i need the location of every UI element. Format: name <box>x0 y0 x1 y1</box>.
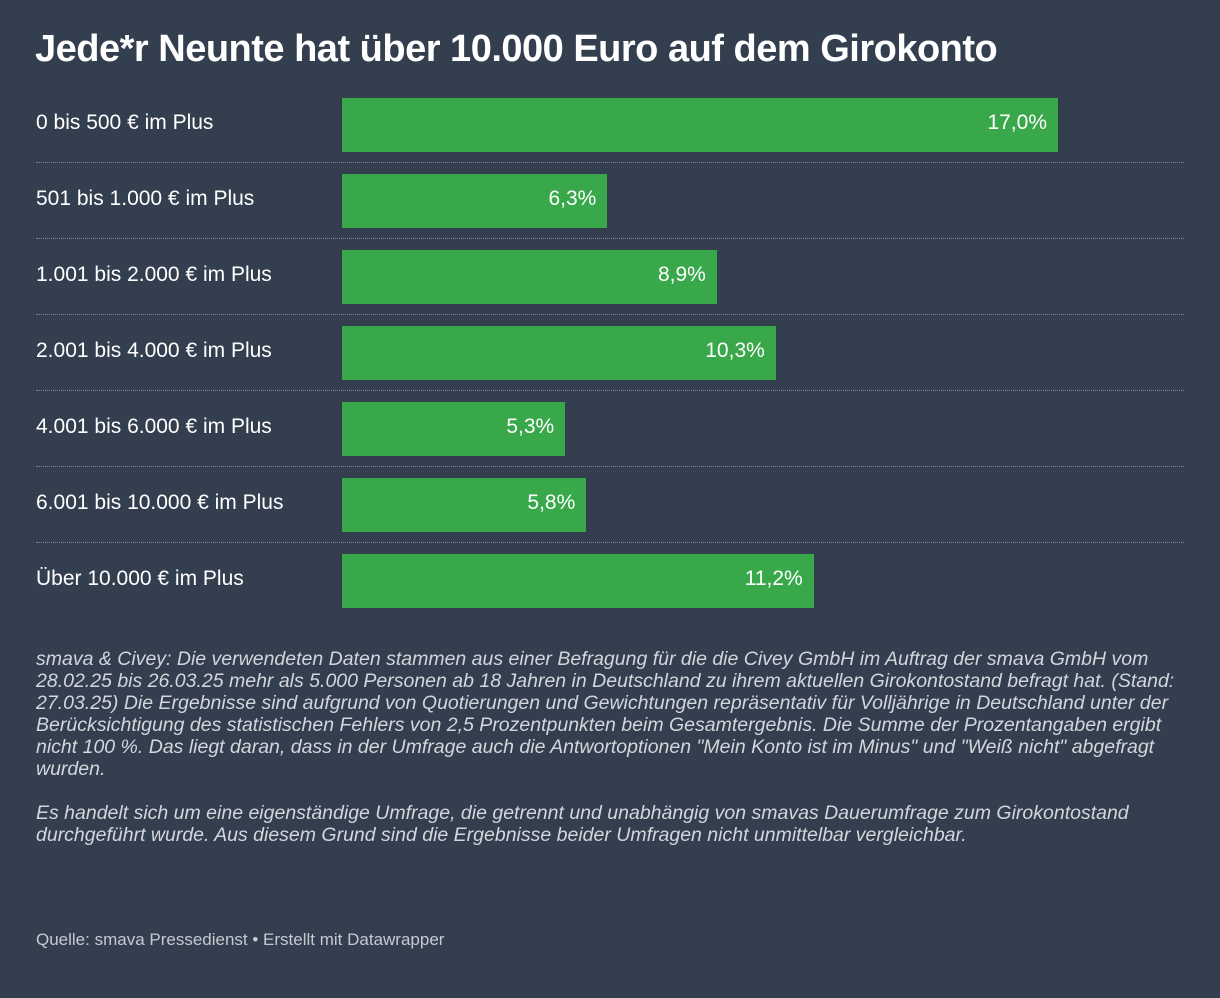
bar-row: 2.001 bis 4.000 € im Plus 10,3% <box>36 326 1184 380</box>
bar: 5,8% <box>342 478 587 532</box>
bar: 11,2% <box>342 554 814 608</box>
chart-notes: smava & Civey: Die verwendeten Daten sta… <box>36 648 1186 868</box>
bar: 5,3% <box>342 402 566 456</box>
bar-value-label: 5,3% <box>506 415 555 438</box>
row-divider <box>36 314 1184 315</box>
category-label: 6.001 bis 10.000 € im Plus <box>36 491 284 514</box>
bar-row: 501 bis 1.000 € im Plus 6,3% <box>36 174 1184 228</box>
bar-row: 6.001 bis 10.000 € im Plus 5,8% <box>36 478 1184 532</box>
bar-row: 0 bis 500 € im Plus 17,0% <box>36 98 1184 152</box>
category-label: 0 bis 500 € im Plus <box>36 111 214 134</box>
bar-chart: 0 bis 500 € im Plus 17,0% 501 bis 1.000 € … <box>36 98 1184 610</box>
note-comparability: Es handelt sich um eine eigenständige Um… <box>36 802 1129 846</box>
bar-value-label: 10,3% <box>705 339 765 362</box>
row-divider <box>36 390 1184 391</box>
bar: 6,3% <box>342 174 608 228</box>
row-divider <box>36 466 1184 467</box>
bar: 17,0% <box>342 98 1058 152</box>
note-methodology: smava & Civey: Die verwendeten Daten sta… <box>36 648 1175 780</box>
bar-value-label: 6,3% <box>548 187 597 210</box>
category-label: 4.001 bis 6.000 € im Plus <box>36 415 272 438</box>
bar-row: 1.001 bis 2.000 € im Plus 8,9% <box>36 250 1184 304</box>
bar-row: Über 10.000 € im Plus 11,2% <box>36 554 1184 608</box>
bar-value-label: 8,9% <box>657 263 706 286</box>
category-label: 2.001 bis 4.000 € im Plus <box>36 339 272 362</box>
bar-value-label: 17,0% <box>987 111 1047 134</box>
bar: 8,9% <box>342 250 717 304</box>
source-line: Quelle: smava Pressedienst • Erstellt mi… <box>36 930 445 949</box>
bar: 10,3% <box>342 326 776 380</box>
category-label: Über 10.000 € im Plus <box>36 567 244 590</box>
category-label: 501 bis 1.000 € im Plus <box>36 187 255 210</box>
bar-value-label: 11,2% <box>744 567 803 590</box>
bar-value-label: 5,8% <box>527 491 576 514</box>
chart-title: Jede*r Neunte hat über 10.000 Euro auf d… <box>35 28 998 70</box>
bar-row: 4.001 bis 6.000 € im Plus 5,3% <box>36 402 1184 456</box>
row-divider <box>36 542 1184 543</box>
row-divider <box>36 162 1184 163</box>
row-divider <box>36 238 1184 239</box>
category-label: 1.001 bis 2.000 € im Plus <box>36 263 272 286</box>
